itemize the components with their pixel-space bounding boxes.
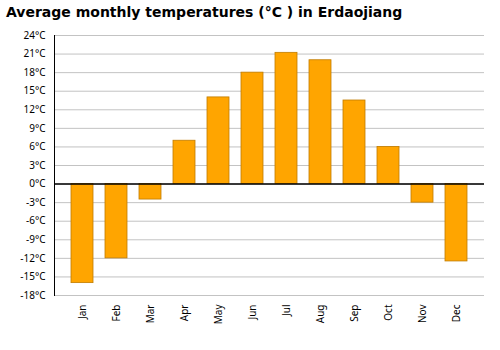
svg-text:Oct: Oct — [381, 304, 395, 321]
svg-text:Dec: Dec — [449, 304, 463, 322]
svg-text:Nov: Nov — [415, 303, 429, 322]
svg-text:-3°C: -3°C — [26, 195, 46, 209]
svg-text:6°C: 6°C — [29, 139, 46, 153]
svg-text:Aug: Aug — [313, 304, 327, 323]
svg-text:-15°C: -15°C — [20, 269, 46, 283]
svg-text:24°C: 24°C — [23, 27, 46, 41]
svg-text:Jun: Jun — [245, 304, 259, 320]
svg-text:May: May — [211, 303, 225, 324]
svg-text:-12°C: -12°C — [20, 250, 46, 264]
svg-text:Apr: Apr — [177, 304, 191, 321]
svg-text:15°C: 15°C — [23, 83, 46, 97]
svg-text:-6°C: -6°C — [26, 213, 46, 227]
svg-text:-18°C: -18°C — [20, 287, 46, 301]
svg-text:Jan: Jan — [75, 304, 89, 320]
svg-text:12°C: 12°C — [23, 102, 46, 116]
svg-text:0°C: 0°C — [29, 176, 46, 190]
svg-text:18°C: 18°C — [23, 65, 46, 79]
svg-text:Jul: Jul — [279, 304, 293, 317]
svg-text:3°C: 3°C — [29, 157, 46, 171]
svg-text:-9°C: -9°C — [26, 232, 46, 246]
html-text:Average monthly temperatures (: Average monthly temperatures (°C ) in Er… — [6, 4, 403, 20]
svg-text:Feb: Feb — [109, 304, 123, 321]
svg-text:Mar: Mar — [143, 304, 157, 323]
svg-text:9°C: 9°C — [29, 120, 46, 134]
svg-text:21°C: 21°C — [23, 46, 46, 60]
svg-text:Sep: Sep — [347, 304, 361, 321]
